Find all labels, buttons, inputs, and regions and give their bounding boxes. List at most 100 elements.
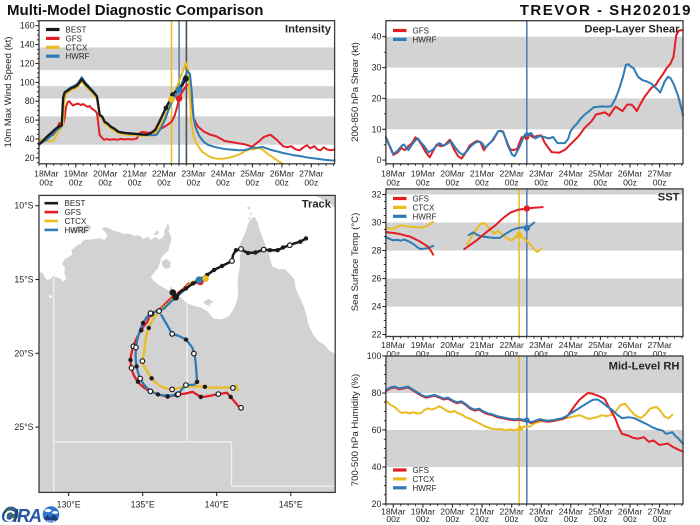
svg-text:GFS: GFS xyxy=(413,27,429,36)
svg-text:24Mar: 24Mar xyxy=(559,340,583,350)
svg-text:18Mar: 18Mar xyxy=(381,506,405,516)
svg-text:00z: 00z xyxy=(386,178,400,188)
svg-text:20Mar: 20Mar xyxy=(440,506,464,516)
svg-text:00z: 00z xyxy=(475,178,489,188)
svg-text:00z: 00z xyxy=(594,349,608,359)
svg-text:30: 30 xyxy=(372,218,382,228)
svg-text:23Mar: 23Mar xyxy=(529,340,553,350)
svg-text:28: 28 xyxy=(372,246,382,256)
svg-text:25°S: 25°S xyxy=(14,422,33,432)
svg-text:HWRF: HWRF xyxy=(413,212,437,221)
svg-text:19Mar: 19Mar xyxy=(64,168,88,178)
svg-text:40: 40 xyxy=(372,32,382,42)
svg-text:HWRF: HWRF xyxy=(66,52,90,61)
svg-text:18Mar: 18Mar xyxy=(381,340,405,350)
svg-text:10m Max Wind Speed (kt): 10m Max Wind Speed (kt) xyxy=(3,37,14,148)
svg-text:Intensity: Intensity xyxy=(285,24,332,36)
svg-text:20Mar: 20Mar xyxy=(93,168,117,178)
svg-text:00z: 00z xyxy=(275,178,289,188)
svg-text:20: 20 xyxy=(25,153,35,163)
svg-text:23Mar: 23Mar xyxy=(529,506,553,516)
svg-text:200-850 hPa Shear (kt): 200-850 hPa Shear (kt) xyxy=(350,42,361,142)
svg-text:27Mar: 27Mar xyxy=(647,506,671,516)
svg-text:700-500 hPa Humidity (%): 700-500 hPa Humidity (%) xyxy=(350,374,361,487)
svg-text:145°E: 145°E xyxy=(279,499,303,509)
svg-text:HWRF: HWRF xyxy=(65,226,89,235)
svg-text:00z: 00z xyxy=(623,514,637,524)
svg-text:27Mar: 27Mar xyxy=(647,340,671,350)
svg-text:24Mar: 24Mar xyxy=(211,168,235,178)
svg-text:22Mar: 22Mar xyxy=(499,506,523,516)
svg-text:19Mar: 19Mar xyxy=(411,506,435,516)
svg-text:00z: 00z xyxy=(594,178,608,188)
svg-text:00z: 00z xyxy=(157,178,171,188)
svg-text:10: 10 xyxy=(372,124,382,134)
svg-text:23Mar: 23Mar xyxy=(529,168,553,178)
svg-text:25Mar: 25Mar xyxy=(588,340,612,350)
svg-text:CTCX: CTCX xyxy=(413,203,435,212)
svg-text:00z: 00z xyxy=(246,178,260,188)
svg-text:TREVOR - SH202019: TREVOR - SH202019 xyxy=(520,2,692,19)
svg-text:21Mar: 21Mar xyxy=(470,168,494,178)
svg-text:00z: 00z xyxy=(446,349,460,359)
svg-text:00z: 00z xyxy=(446,178,460,188)
svg-text:100: 100 xyxy=(20,77,35,87)
svg-text:130°E: 130°E xyxy=(57,499,81,509)
svg-text:21Mar: 21Mar xyxy=(470,340,494,350)
svg-text:19Mar: 19Mar xyxy=(411,168,435,178)
svg-text:00z: 00z xyxy=(187,178,201,188)
svg-text:Multi-Model Diagnostic Compari: Multi-Model Diagnostic Comparison xyxy=(7,2,264,19)
svg-text:20Mar: 20Mar xyxy=(440,340,464,350)
svg-text:00z: 00z xyxy=(505,178,519,188)
svg-text:00z: 00z xyxy=(623,178,637,188)
svg-text:HWRF: HWRF xyxy=(413,484,437,493)
svg-text:CTCX: CTCX xyxy=(65,217,87,226)
svg-text:40: 40 xyxy=(25,134,35,144)
svg-text:CTCX: CTCX xyxy=(413,475,435,484)
svg-text:GFS: GFS xyxy=(66,34,82,43)
svg-text:22: 22 xyxy=(372,330,382,340)
svg-text:BEST: BEST xyxy=(66,26,87,35)
svg-text:00z: 00z xyxy=(416,514,430,524)
svg-text:26Mar: 26Mar xyxy=(270,168,294,178)
svg-text:22Mar: 22Mar xyxy=(152,168,176,178)
svg-text:00z: 00z xyxy=(416,178,430,188)
svg-text:00z: 00z xyxy=(386,349,400,359)
svg-text:30: 30 xyxy=(372,63,382,73)
svg-text:0: 0 xyxy=(376,155,381,165)
svg-text:00z: 00z xyxy=(505,514,519,524)
svg-text:26Mar: 26Mar xyxy=(618,168,642,178)
svg-text:15°S: 15°S xyxy=(14,275,33,285)
svg-text:25Mar: 25Mar xyxy=(588,168,612,178)
svg-text:00z: 00z xyxy=(564,349,578,359)
svg-text:00z: 00z xyxy=(653,178,667,188)
svg-text:26Mar: 26Mar xyxy=(618,506,642,516)
svg-text:24Mar: 24Mar xyxy=(559,168,583,178)
svg-text:00z: 00z xyxy=(653,349,667,359)
svg-text:00z: 00z xyxy=(386,514,400,524)
svg-text:22Mar: 22Mar xyxy=(499,340,523,350)
svg-text:00z: 00z xyxy=(534,178,548,188)
svg-text:C: C xyxy=(4,509,16,525)
svg-text:GFS: GFS xyxy=(413,466,429,475)
svg-text:25Mar: 25Mar xyxy=(240,168,264,178)
svg-text:18Mar: 18Mar xyxy=(381,168,405,178)
svg-text:21Mar: 21Mar xyxy=(123,168,147,178)
svg-text:160: 160 xyxy=(20,21,35,31)
svg-text:32: 32 xyxy=(372,190,382,200)
svg-text:00z: 00z xyxy=(69,178,83,188)
svg-text:40: 40 xyxy=(372,462,382,472)
svg-text:00z: 00z xyxy=(128,178,142,188)
svg-text:80: 80 xyxy=(372,388,382,398)
svg-text:80: 80 xyxy=(25,96,35,106)
svg-text:20°S: 20°S xyxy=(14,348,33,358)
svg-text:20Mar: 20Mar xyxy=(440,168,464,178)
svg-text:00z: 00z xyxy=(534,514,548,524)
svg-text:00z: 00z xyxy=(416,349,430,359)
svg-text:120: 120 xyxy=(20,58,35,68)
svg-text:21Mar: 21Mar xyxy=(470,506,494,516)
svg-text:HWRF: HWRF xyxy=(413,35,437,44)
svg-text:100: 100 xyxy=(367,351,382,361)
svg-text:23Mar: 23Mar xyxy=(181,168,205,178)
svg-text:00z: 00z xyxy=(653,514,667,524)
